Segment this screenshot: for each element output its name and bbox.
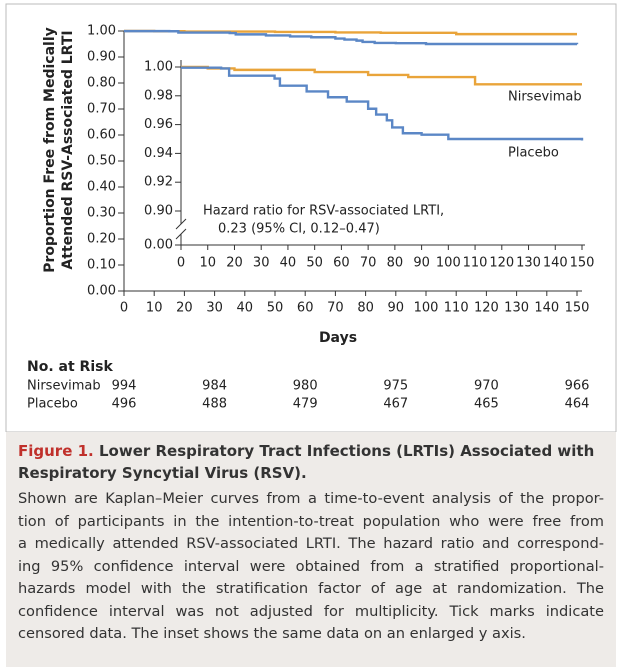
y-tick-label: 0.60 — [87, 128, 116, 143]
risk-value: 464 — [565, 397, 590, 412]
annotation: 0.23 (95% CI, 0.12–0.47) — [218, 222, 380, 237]
y-tick-label: 0.20 — [87, 232, 116, 247]
inset-y-tick-label: 0.00 — [144, 238, 173, 253]
inset-x-tick-label: 60 — [333, 256, 350, 271]
y-tick-label: 0.90 — [87, 50, 116, 65]
annotation: Hazard ratio for RSV-associated LRTI, — [203, 204, 444, 219]
inset-x-tick-label: 140 — [543, 256, 568, 271]
x-tick-label: 120 — [474, 301, 499, 316]
caption-title: Lower Respiratory Tract Infections (LRTI… — [18, 442, 595, 482]
inset-y-tick-label: 0.92 — [144, 175, 173, 190]
x-tick-label: 10 — [146, 301, 163, 316]
inset-x-tick-label: 40 — [280, 256, 297, 271]
inset-x-tick-label: 10 — [199, 256, 216, 271]
x-tick-label: 150 — [565, 301, 590, 316]
inset-x-tick-label: 80 — [387, 256, 404, 271]
inset-curve — [181, 66, 584, 141]
series-label: Nirsevimab — [508, 90, 582, 105]
inset-y-tick-label: 0.96 — [144, 117, 173, 132]
caption-label: Figure 1. — [18, 442, 94, 460]
risk-value: 975 — [383, 379, 408, 394]
y-tick-label: 0.40 — [87, 180, 116, 195]
risk-value: 994 — [112, 379, 137, 394]
caption-title-block: Figure 1. Lower Respiratory Tract Infect… — [18, 440, 604, 484]
x-tick-label: 80 — [357, 301, 374, 316]
x-tick-label: 70 — [327, 301, 344, 316]
inset-x-tick-label: 20 — [226, 256, 243, 271]
frame — [5, 3, 617, 432]
caption-line: ing 95% confidence interval were obtaine… — [18, 557, 604, 575]
inset-y-tick-label: 1.00 — [144, 60, 173, 75]
risk-value: 467 — [383, 397, 408, 412]
axis-break — [175, 228, 187, 240]
y-tick-label: 1.00 — [87, 24, 116, 39]
risk-value: 966 — [565, 379, 590, 394]
caption-line: tion of participants in the intention-to… — [18, 512, 604, 530]
y-tick-label: 0.50 — [87, 154, 116, 169]
x-tick-label: 20 — [176, 301, 193, 316]
axis-break — [175, 218, 187, 230]
caption-body: Shown are Kaplan–Meier curves from a tim… — [18, 488, 604, 646]
risk-value: 980 — [293, 379, 318, 394]
main-curve — [124, 29, 579, 46]
caption-line: hazards model with the stratification fa… — [18, 580, 604, 597]
inset-y-tick-label: 0.94 — [144, 146, 173, 161]
risk-value: 488 — [202, 397, 227, 412]
y-tick-label: 0.10 — [87, 258, 116, 273]
inset-x-tick-label: 110 — [463, 256, 488, 271]
caption: Figure 1. Lower Respiratory Tract Infect… — [6, 432, 616, 667]
inset-x-tick-label: 150 — [570, 256, 595, 271]
x-tick-label: 140 — [534, 301, 559, 316]
inset-x-tick-label: 30 — [253, 256, 270, 271]
series-label: Placebo — [508, 146, 559, 161]
risk-value: 479 — [293, 397, 318, 412]
x-tick-label: 0 — [120, 301, 128, 316]
inset-x-tick-label: 0 — [177, 256, 185, 271]
y-axis-label: Proportion Free from Medically — [42, 27, 58, 273]
inset-x-tick-label: 100 — [436, 256, 461, 271]
x-tick-label: 110 — [444, 301, 469, 316]
risk-value: 496 — [112, 397, 137, 412]
inset-x-tick-label: 50 — [306, 256, 323, 271]
risk-value: 984 — [202, 379, 227, 394]
x-tick-label: 100 — [414, 301, 439, 316]
y-tick-label: 0.00 — [87, 284, 116, 299]
caption-line: Shown are Kaplan–Meier curves from a tim… — [18, 490, 604, 507]
x-tick-label: 90 — [388, 301, 405, 316]
risk-title: No. at Risk — [27, 359, 113, 375]
x-tick-label: 130 — [504, 301, 529, 316]
inset-x-tick-label: 70 — [360, 256, 377, 271]
x-tick-label: 40 — [237, 301, 254, 316]
risk-value: 465 — [474, 397, 499, 412]
chart: Days Proportion Free from Medically Atte… — [5, 3, 617, 432]
inset-x-tick-label: 90 — [413, 256, 430, 271]
risk-row-name: Placebo — [27, 397, 78, 412]
x-tick-label: 50 — [267, 301, 284, 316]
x-tick-label: 60 — [297, 301, 314, 316]
y-tick-label: 0.80 — [87, 76, 116, 91]
caption-line: a medically attended RSV-associated LRTI… — [18, 535, 604, 552]
x-axis-label: Days — [319, 330, 357, 346]
inset-y-tick-label: 0.90 — [144, 204, 173, 219]
caption-line: censored data. The inset shows the same … — [18, 625, 526, 642]
risk-value: 970 — [474, 379, 499, 394]
inset-y-tick-label: 0.98 — [144, 88, 173, 103]
inset-x-tick-label: 130 — [516, 256, 541, 271]
y-axis-label: Attended RSV-Associated LRTI — [60, 30, 76, 269]
x-tick-label: 30 — [206, 301, 223, 316]
risk-row-name: Nirsevimab — [27, 379, 101, 394]
inset-x-tick-label: 120 — [489, 256, 514, 271]
y-tick-label: 0.30 — [87, 206, 116, 221]
y-tick-label: 0.70 — [87, 102, 116, 117]
caption-line: confidence interval was not adjusted for… — [18, 602, 604, 620]
